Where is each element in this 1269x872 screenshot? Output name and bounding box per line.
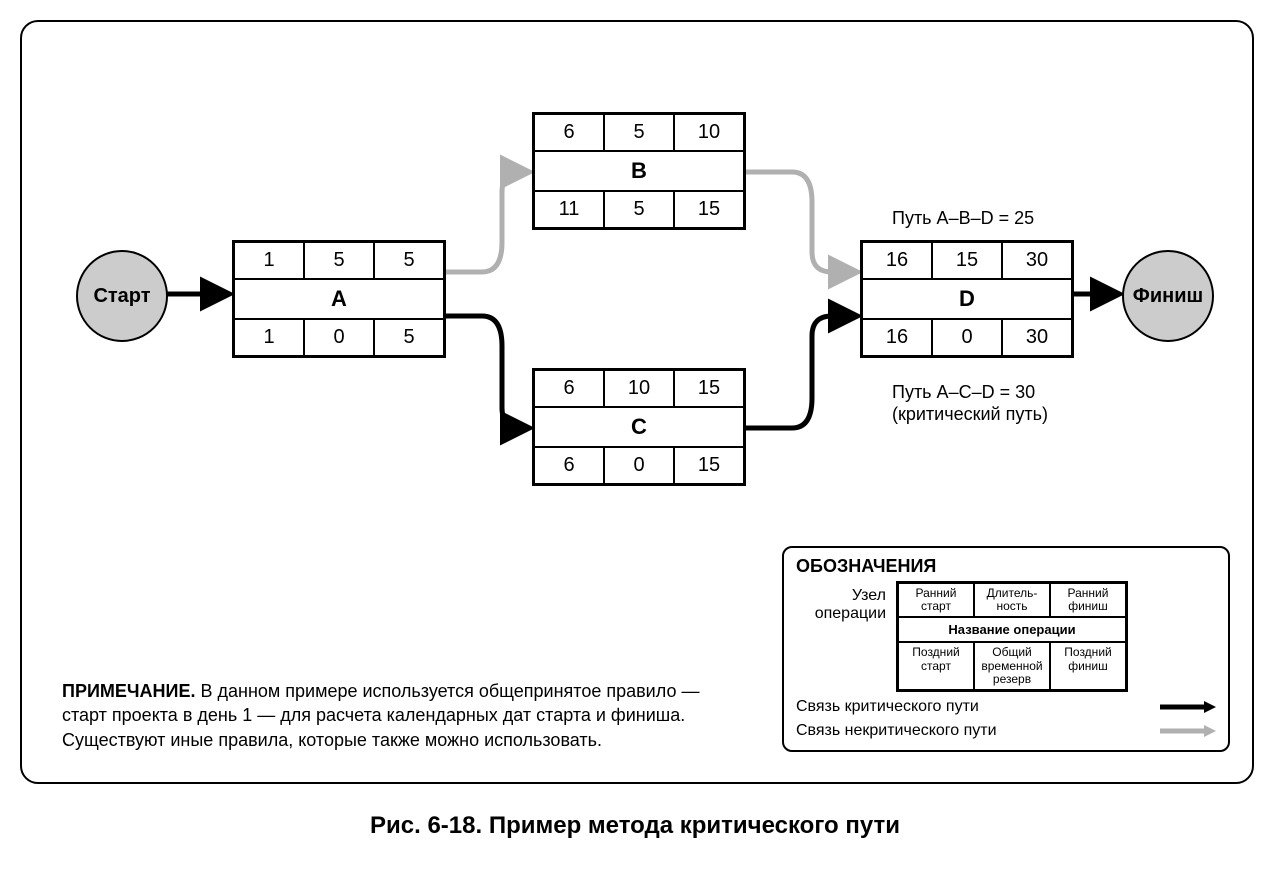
cell-ef: 5 [374, 242, 444, 279]
cell-ef: 30 [1002, 242, 1072, 279]
cell-lf: 15 [674, 447, 744, 484]
edge-B-D [746, 172, 856, 272]
edge-C-D [746, 316, 856, 428]
arrow-icon [1160, 700, 1216, 714]
start-label: Старт [93, 285, 150, 308]
path-label-acd: Путь A–C–D = 30 [892, 382, 1035, 403]
legend-title: ОБОЗНАЧЕНИЯ [796, 556, 1216, 577]
cell-lf: 15 [674, 191, 744, 228]
cell-ls: 1 [234, 319, 304, 356]
cell-ef: 15 [674, 370, 744, 407]
diagram-frame: Старт Финиш 1 5 5 A 1 0 5 6 5 10 B 11 5 … [20, 20, 1254, 784]
finish-label: Финиш [1133, 285, 1203, 308]
legend-noncritical-row: Связь некритического пути [796, 722, 1216, 740]
cell-tf: 0 [304, 319, 374, 356]
cell-dur: 5 [304, 242, 374, 279]
cell-name: D [862, 279, 1072, 319]
finish-node: Финиш [1122, 250, 1214, 342]
cell-ls: 16 [862, 319, 932, 356]
cell-dur: 15 [932, 242, 1002, 279]
cell-name: B [534, 151, 744, 191]
cell-es: 6 [534, 370, 604, 407]
cell-name: A [234, 279, 444, 319]
note-bold: ПРИМЕЧАНИЕ. [62, 681, 195, 701]
legend-cell-ef: Ранний финиш [1050, 583, 1126, 617]
cell-tf: 0 [604, 447, 674, 484]
figure-caption: Рис. 6-18. Пример метода критического пу… [20, 812, 1250, 840]
path-label-acd-sub: (критический путь) [892, 404, 1048, 425]
cell-tf: 0 [932, 319, 1002, 356]
legend-box: ОБОЗНАЧЕНИЯ Узел операции Ранний старт Д… [782, 546, 1230, 752]
cell-dur: 5 [604, 114, 674, 151]
legend-cell-ls: Поздний старт [898, 642, 974, 690]
legend-critical-row: Связь критического пути [796, 698, 1216, 716]
path-label-abd: Путь A–B–D = 25 [892, 208, 1034, 229]
cell-ls: 6 [534, 447, 604, 484]
cell-lf: 30 [1002, 319, 1072, 356]
cell-name: C [534, 407, 744, 447]
activity-node-C: 6 10 15 C 6 0 15 [532, 368, 746, 486]
legend-critical-label: Связь критического пути [796, 698, 979, 716]
activity-node-A: 1 5 5 A 1 0 5 [232, 240, 446, 358]
arrow-icon [1160, 724, 1216, 738]
cell-dur: 10 [604, 370, 674, 407]
legend-node-schema: Ранний старт Длитель- ность Ранний финиш… [896, 581, 1128, 692]
legend-noncritical-label: Связь некритического пути [796, 722, 997, 740]
legend-cell-name: Название операции [898, 617, 1126, 642]
start-node: Старт [76, 250, 168, 342]
cell-es: 1 [234, 242, 304, 279]
edge-A-C [446, 316, 528, 428]
activity-node-D: 16 15 30 D 16 0 30 [860, 240, 1074, 358]
note-block: ПРИМЕЧАНИЕ. В данном примере используетс… [62, 679, 702, 752]
cell-tf: 5 [604, 191, 674, 228]
cell-es: 16 [862, 242, 932, 279]
legend-cell-lf: Поздний финиш [1050, 642, 1126, 690]
edge-A-B [446, 172, 528, 272]
legend-cell-tf: Общий временной резерв [974, 642, 1050, 690]
legend-cell-dur: Длитель- ность [974, 583, 1050, 617]
cell-lf: 5 [374, 319, 444, 356]
activity-node-B: 6 5 10 B 11 5 15 [532, 112, 746, 230]
cell-es: 6 [534, 114, 604, 151]
cell-ef: 10 [674, 114, 744, 151]
legend-cell-es: Ранний старт [898, 583, 974, 617]
cell-ls: 11 [534, 191, 604, 228]
legend-node-label: Узел операции [796, 581, 886, 623]
